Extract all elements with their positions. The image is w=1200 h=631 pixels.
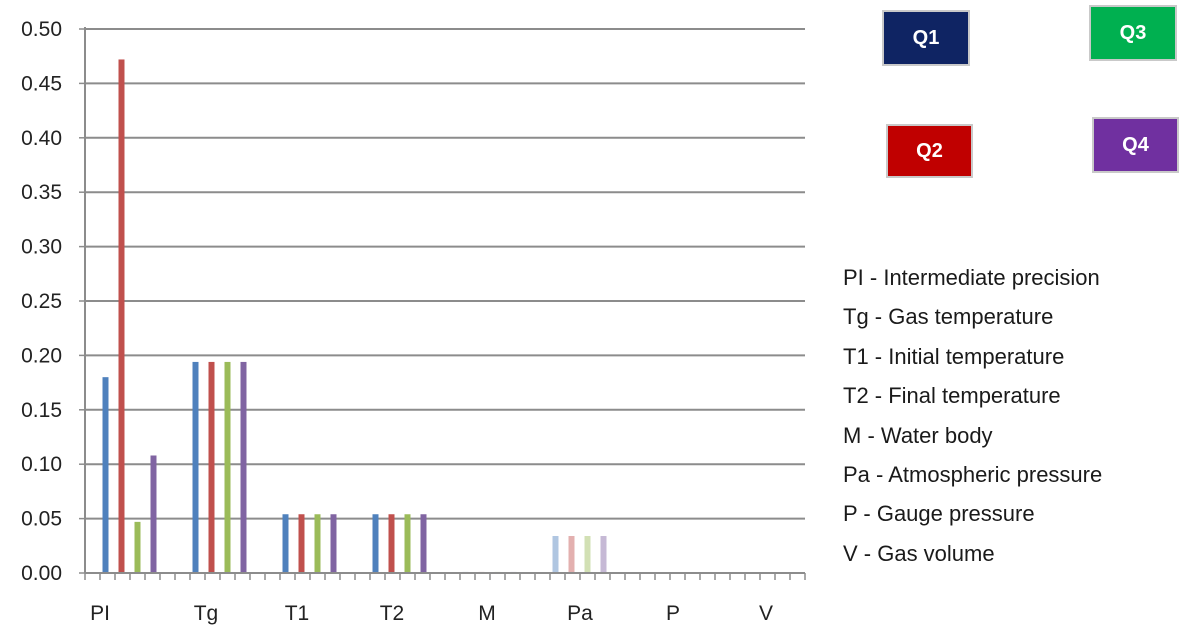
abbreviation-item: PI - Intermediate precision [843, 265, 1100, 290]
bar-tg-q3 [224, 361, 231, 573]
y-tick-label: 0.50 [21, 18, 62, 41]
y-tick-label: 0.00 [21, 562, 62, 585]
bar-t1-q2 [298, 514, 305, 573]
bar-pi-q3 [134, 521, 141, 573]
bar-pi-q4 [150, 455, 157, 573]
abbreviation-item: Tg - Gas temperature [843, 304, 1054, 330]
legend-item-q2: Q2 [886, 124, 973, 178]
y-tick-label: 0.15 [21, 399, 62, 422]
bar-t2-q1 [372, 514, 379, 573]
bar-t1-q4 [330, 514, 337, 573]
x-axis-category-labels: PI Tg T1 T2 M Pa P V [90, 602, 773, 625]
bar-t2-q3 [404, 514, 411, 573]
y-axis-tick-labels: 0.00 0.05 0.10 0.15 0.20 0.25 0.30 0.35 0.40 0.45… [21, 18, 62, 585]
bar-tg-q4 [240, 361, 247, 573]
x-category-label-t2: T2 [380, 602, 405, 625]
y-tick-label: 0.35 [21, 181, 62, 204]
x-category-label-tg: Tg [194, 602, 219, 625]
bar-pa-q4 [600, 536, 607, 573]
bar-pi-q2 [118, 59, 125, 574]
abbreviation-item: T2 - Final temperature [843, 383, 1061, 409]
axes [79, 27, 806, 580]
bar-t1-q1 [282, 514, 289, 573]
y-tick-label: 0.20 [21, 344, 62, 367]
x-category-label-p: P [666, 602, 680, 625]
abbreviation-item: P - Gauge pressure [843, 501, 1035, 527]
abbreviation-item: V - Gas volume [843, 540, 995, 566]
legend-item-q3: Q3 [1089, 5, 1177, 61]
abbreviation-item: T1 - Initial temperature [843, 343, 1065, 369]
y-tick-label: 0.10 [21, 453, 62, 476]
bar-t2-q2 [388, 514, 395, 573]
y-tick-label: 0.25 [21, 290, 62, 313]
y-tick-label: 0.45 [21, 72, 62, 95]
y-tick-label: 0.30 [21, 236, 62, 259]
bar-pa-q1 [552, 536, 559, 573]
abbreviation-list: PI - Intermediate precision Tg - Gas tem… [843, 262, 1102, 577]
bar-pi-q1 [102, 377, 109, 573]
bar-pa-q2 [568, 536, 575, 573]
bar-tg-q1 [192, 361, 199, 573]
abbreviation-item: M - Water body [843, 422, 993, 448]
legend-item-q1: Q1 [882, 10, 970, 66]
bar-tg-q2 [208, 361, 215, 573]
x-category-label-pa: Pa [567, 602, 593, 625]
x-category-label-t1: T1 [285, 602, 310, 625]
bar-t1-q3 [314, 514, 321, 573]
legend-item-q4: Q4 [1092, 117, 1179, 173]
x-category-label-pi: PI [90, 602, 110, 625]
bars [102, 59, 607, 574]
gridlines [85, 28, 805, 520]
bar-pa-q3 [584, 536, 591, 573]
bar-t2-q4 [420, 514, 427, 573]
y-tick-label: 0.40 [21, 127, 62, 150]
x-category-label-v: V [759, 602, 773, 625]
x-category-label-m: M [478, 602, 496, 625]
y-tick-label: 0.05 [21, 508, 62, 531]
abbreviation-item: Pa - Atmospheric pressure [843, 461, 1103, 487]
